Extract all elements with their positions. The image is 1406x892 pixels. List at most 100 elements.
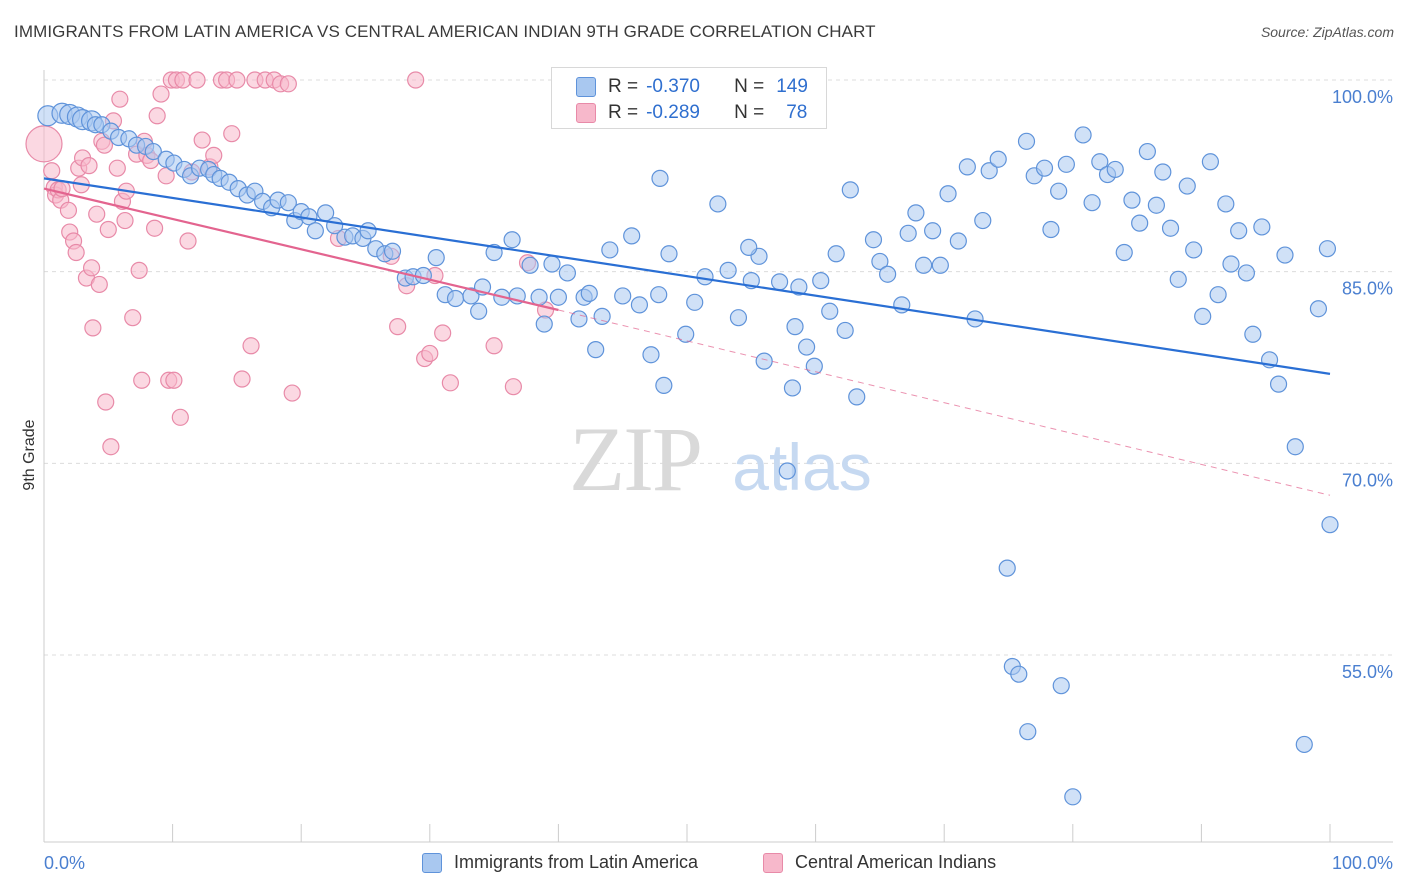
- legend-swatch-pink: [763, 852, 783, 873]
- data-point-latin-america: [821, 302, 839, 320]
- data-point-latin-america: [871, 252, 889, 271]
- legend-label: Immigrants from Latin America: [454, 852, 699, 872]
- data-point-latin-america: [1201, 153, 1220, 171]
- data-point-latin-america: [783, 379, 802, 397]
- data-point-latin-america: [623, 227, 641, 245]
- data-point-latin-america: [1178, 177, 1196, 195]
- data-point-latin-america: [521, 256, 539, 274]
- data-point-latin-america: [279, 194, 297, 212]
- data-point-latin-america: [1074, 126, 1092, 144]
- n-value: 78: [786, 102, 808, 123]
- data-point-latin-america: [1154, 163, 1172, 181]
- data-point-latin-america: [949, 232, 967, 250]
- data-point-latin-america: [1019, 723, 1037, 741]
- data-point-central-american-indians: [111, 90, 129, 108]
- data-point-latin-america: [1244, 325, 1262, 343]
- data-point-latin-america: [1138, 142, 1156, 161]
- data-point-latin-america: [864, 231, 883, 249]
- data-point-latin-america: [1052, 677, 1070, 695]
- data-point-latin-america: [660, 245, 678, 263]
- data-point-latin-america: [1147, 196, 1165, 214]
- data-point-central-american-indians: [279, 75, 297, 93]
- data-point-central-american-indians: [389, 318, 407, 336]
- data-point-latin-america: [1222, 255, 1240, 273]
- data-point-central-american-indians: [82, 259, 101, 277]
- data-point-latin-america: [827, 245, 845, 263]
- data-point-latin-america: [915, 256, 933, 274]
- trend-line-central-american-indians: [43, 187, 559, 312]
- data-point-central-american-indians: [80, 157, 98, 175]
- legend-label: Central American Indians: [795, 852, 997, 872]
- axes: [43, 70, 1393, 843]
- legend-item-central-american-indians[interactable]: Central American Indians: [763, 852, 996, 873]
- trend-line-latin-america: [43, 177, 1331, 375]
- watermark-zip: ZIP: [569, 408, 701, 510]
- data-point-central-american-indians: [421, 344, 439, 363]
- data-point-latin-america: [1230, 222, 1248, 240]
- pink-swatch: [576, 103, 596, 123]
- data-point-central-american-indians: [145, 219, 164, 237]
- data-point-latin-america: [642, 346, 660, 364]
- data-point-latin-america: [778, 462, 796, 480]
- data-point-latin-america: [1050, 182, 1068, 200]
- data-point-latin-america: [601, 241, 619, 259]
- stats-row-blue: R = -0.370 N = 149: [552, 73, 808, 101]
- data-point-latin-america: [907, 204, 925, 222]
- data-point-latin-america: [1106, 160, 1124, 179]
- data-point-latin-america: [503, 231, 521, 249]
- data-point-latin-america: [144, 142, 162, 161]
- data-point-latin-america: [740, 238, 758, 256]
- data-point-central-american-indians: [95, 136, 114, 154]
- data-point-latin-america: [1309, 300, 1328, 318]
- data-point-latin-america: [462, 287, 480, 305]
- y-tick-label: 55.0%: [1342, 662, 1393, 682]
- data-point-latin-america: [797, 338, 816, 356]
- data-point-latin-america: [786, 318, 804, 336]
- data-point-central-american-indians: [152, 85, 170, 103]
- data-point-latin-america: [593, 307, 611, 325]
- r-label: R =: [608, 102, 639, 123]
- data-point-latin-america: [1321, 516, 1339, 534]
- data-point-latin-america: [836, 321, 854, 340]
- data-point-latin-america: [696, 268, 714, 286]
- data-point-central-american-indians: [233, 370, 251, 388]
- data-point-central-american-indians: [193, 131, 211, 149]
- data-point-central-american-indians: [179, 232, 197, 250]
- data-point-central-american-indians: [223, 125, 241, 143]
- data-point-latin-america: [1115, 243, 1133, 262]
- data-point-central-american-indians: [102, 438, 120, 456]
- data-point-central-american-indians: [171, 408, 189, 426]
- gridlines: [44, 79, 1393, 656]
- data-point-central-american-indians: [124, 309, 142, 327]
- data-point-latin-america: [974, 211, 992, 230]
- legend-item-latin-america[interactable]: Immigrants from Latin America: [422, 852, 698, 873]
- data-point-central-american-indians: [157, 167, 175, 185]
- data-point-latin-america: [359, 222, 377, 240]
- data-point-latin-america: [470, 302, 488, 320]
- data-point-central-american-indians: [133, 371, 151, 389]
- data-point-latin-america: [1194, 307, 1212, 325]
- r-value: -0.370: [646, 76, 700, 97]
- data-point-latin-america: [1185, 241, 1203, 259]
- data-point-latin-america: [1253, 218, 1271, 236]
- y-tick-label: 70.0%: [1342, 470, 1393, 490]
- data-point-latin-america: [383, 242, 402, 260]
- data-point-latin-america: [1123, 191, 1141, 209]
- data-point-latin-america: [879, 265, 897, 283]
- data-point-latin-america: [686, 293, 704, 311]
- data-point-central-american-indians: [504, 378, 522, 396]
- data-point-central-american-indians: [407, 71, 425, 89]
- y-tick-label: 85.0%: [1342, 279, 1393, 299]
- data-point-latin-america: [841, 181, 859, 199]
- data-point-latin-america: [306, 222, 324, 240]
- legend-swatch-blue: [422, 852, 442, 873]
- data-point-central-american-indians: [97, 393, 115, 411]
- data-point-latin-america: [446, 289, 465, 308]
- data-point-latin-america: [427, 249, 445, 267]
- data-point-central-american-indians: [25, 125, 63, 163]
- data-point-latin-america: [931, 256, 949, 274]
- data-point-central-american-indians: [130, 261, 148, 279]
- data-point-latin-america: [651, 169, 669, 187]
- data-point-latin-america: [989, 150, 1007, 168]
- data-point-latin-america: [1295, 735, 1313, 754]
